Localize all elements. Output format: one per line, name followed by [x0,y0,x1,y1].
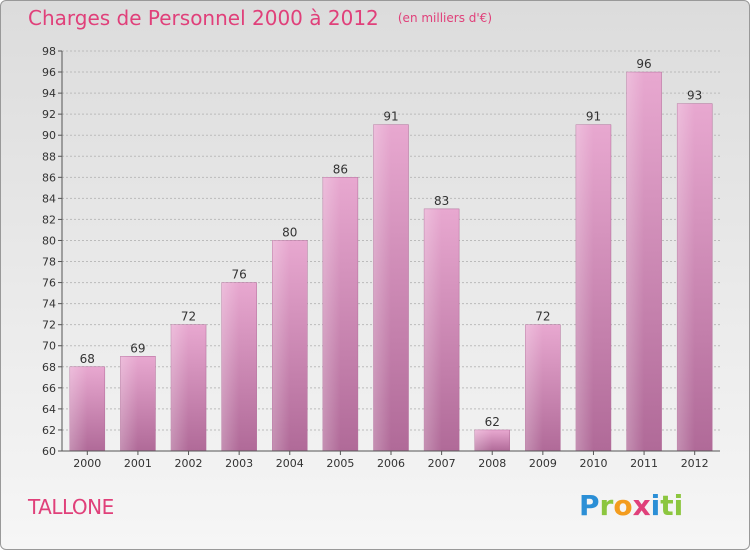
y-tick-label: 78 [42,256,56,269]
bar-2007[interactable] [423,208,460,452]
x-tick-label: 2009 [529,457,557,470]
y-tick-label: 96 [42,66,56,79]
bar-2011[interactable] [626,71,662,452]
y-tick-label: 66 [42,382,56,395]
x-tick-label: 2011 [630,457,658,470]
y-tick-label: 80 [42,234,56,247]
bar-2005[interactable] [322,177,359,452]
chart-title: Charges de Personnel 2000 à 2012 [28,6,379,30]
bar-value-label: 93 [687,89,702,103]
commune-name: TALLONE [28,495,114,519]
bar-value-label: 80 [282,225,297,239]
chart-subtitle: (en milliers d'€) [397,11,492,25]
bar-value-label: 62 [485,415,500,429]
x-tick-label: 2003 [225,457,253,470]
x-tick-label: 2001 [124,457,152,470]
bar-2004[interactable] [272,240,308,452]
x-tick-label: 2007 [428,457,456,470]
y-tick-label: 94 [42,87,56,100]
bar-value-label: 83 [434,194,449,208]
y-tick-label: 92 [42,108,56,121]
x-tick-label: 2010 [579,457,607,470]
bar-2008[interactable] [474,429,510,452]
bar-2000[interactable] [69,366,106,452]
bar-2010[interactable] [575,124,612,452]
bars-layer: 68 69 72 76 80 86 91 83 62 72 91 96 93 [69,57,713,452]
x-tick-label: 2012 [681,457,709,470]
title-row: Charges de Personnel 2000 à 2012 (en mil… [28,6,492,30]
bar-value-label: 91 [383,110,398,124]
bar-2001[interactable] [120,356,156,452]
x-tick-label: 2008 [478,457,506,470]
x-tick-label: 2005 [326,457,354,470]
y-tick-label: 64 [42,403,56,416]
y-tick-label: 82 [42,213,56,226]
proxiti-logo[interactable]: Proxiti [579,489,684,522]
bar-2009[interactable] [525,324,561,452]
bar-value-label: 86 [333,162,348,176]
y-tick-label: 70 [42,340,56,353]
x-tick-label: 2004 [276,457,304,470]
x-tick-label: 2000 [73,457,101,470]
y-tick-label: 76 [42,277,56,290]
bar-value-label: 96 [636,57,651,71]
x-tick-label: 2002 [175,457,203,470]
x-tick-label: 2006 [377,457,405,470]
y-tick-label: 90 [42,129,56,142]
y-tick-label: 86 [42,171,56,184]
y-tick-label: 62 [42,424,56,437]
axis-layer: 60 62 64 66 68 70 72 74 76 78 80 82 84 86 88 90 92 94 96 98… [42,45,720,470]
y-tick-label: 60 [42,445,56,458]
y-tick-label: 74 [42,298,56,311]
y-tick-label: 68 [42,361,56,374]
bar-value-label: 68 [80,352,95,366]
bar-2012[interactable] [676,103,713,452]
bar-2002[interactable] [170,324,207,452]
y-tick-label: 72 [42,319,56,332]
bar-2006[interactable] [373,124,409,452]
y-tick-label: 98 [42,45,56,58]
y-tick-label: 88 [42,150,56,163]
bar-value-label: 91 [586,110,601,124]
bar-value-label: 72 [535,310,550,324]
bar-value-label: 72 [181,310,196,324]
bar-value-label: 69 [130,341,145,355]
bar-value-label: 76 [232,268,247,282]
bar-2003[interactable] [221,282,257,452]
y-tick-label: 84 [42,192,56,205]
